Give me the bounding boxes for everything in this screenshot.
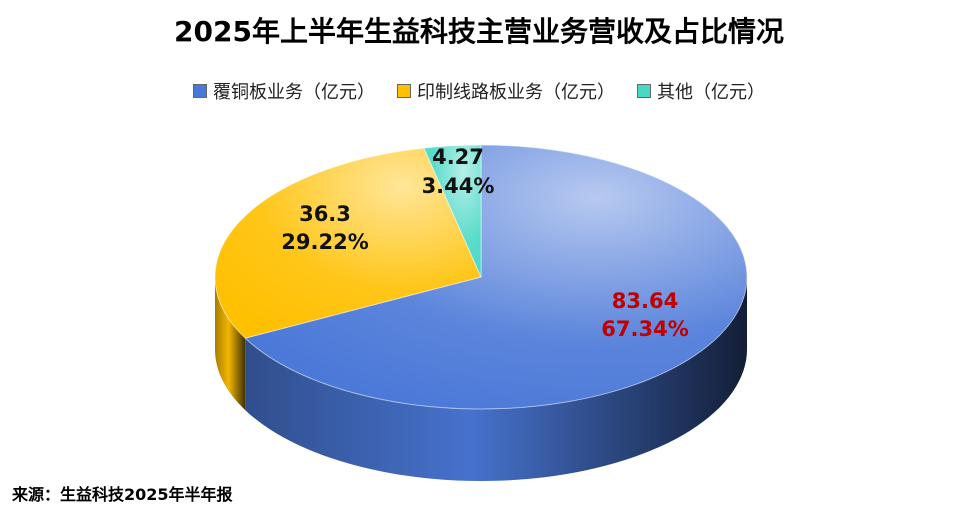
percent-label: 29.22% [281,230,368,254]
percent-label: 3.44% [422,174,495,198]
pie-side-shade [215,277,246,411]
percent-label: 67.34% [601,317,688,341]
legend-swatch [637,84,651,98]
legend-label: 印制线路板业务（亿元） [417,82,615,103]
source-note: 来源：生益科技2025年半年报 [12,485,233,504]
chart-title: 2025年上半年生益科技主营业务营收及占比情况 [174,15,784,48]
legend-label: 其他（亿元） [657,82,765,103]
value-label: 36.3 [299,202,351,226]
legend-label: 覆铜板业务（亿元） [213,82,375,103]
legend: 覆铜板业务（亿元） 印制线路板业务（亿元） 其他（亿元） [0,78,958,104]
pie-slice-shine [215,148,482,339]
pie-slice-shine [245,145,747,409]
pie-slice-shine [423,145,481,277]
legend-item: 其他（亿元） [637,78,765,104]
legend-swatch [193,84,207,98]
legend-swatch [397,84,411,98]
value-label: 4.27 [432,145,484,169]
value-label: 83.64 [612,289,678,313]
legend-item: 印制线路板业务（亿元） [397,78,615,104]
pie-side-shade [245,277,747,482]
legend-item: 覆铜板业务（亿元） [193,78,375,104]
